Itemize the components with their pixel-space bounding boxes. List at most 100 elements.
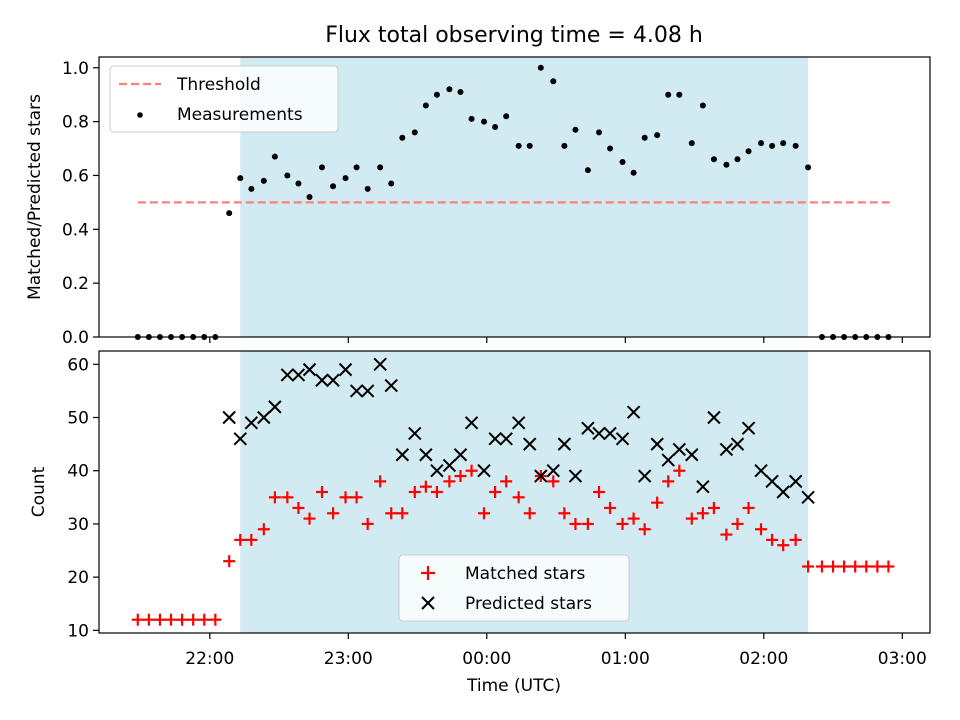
count-legend-box [398, 554, 630, 622]
threshold-legend-label: Threshold [176, 75, 261, 95]
matched-star-point [350, 491, 363, 504]
matched-star-point [581, 517, 594, 530]
matched-star-point [176, 613, 189, 626]
matched-star-point [315, 486, 328, 498]
matched-star-point [827, 560, 840, 573]
predicted-star-point [719, 442, 734, 457]
matched-star-point [815, 560, 828, 573]
predicted-star-point [615, 432, 630, 446]
measurement-point [584, 167, 591, 174]
matched-star-point [478, 507, 491, 520]
measurements-legend-label: Measurements [177, 105, 303, 125]
ratio-axis-ticks: 0.0 0.2 0.4 0.6 0.8 1.0 [62, 59, 903, 348]
predicted-star-point [511, 416, 526, 430]
matched-star-point [720, 528, 733, 541]
measurement-point [550, 78, 557, 85]
measurement-point [330, 183, 337, 190]
measurement-point [422, 102, 429, 109]
matched-star-point [742, 501, 755, 514]
measurement-point [433, 91, 440, 98]
predicted-star-point [315, 373, 329, 387]
matched-star-point [131, 613, 144, 626]
ratio-y-tick-label: 1.0 [62, 59, 89, 79]
measurement-point [306, 194, 313, 200]
predicted-star-point [384, 378, 398, 393]
ratio-y-tick-label: 0.2 [62, 274, 89, 294]
predicted-star-point [395, 448, 410, 462]
matched-star-point [223, 555, 236, 568]
predicted-star-point [408, 426, 422, 441]
x-tick-label: 23:00 [324, 649, 373, 669]
predicted-star-point [302, 362, 317, 377]
matched-legend-swatch [421, 566, 435, 580]
predicted-star-point [650, 437, 664, 451]
matched-star-point [638, 523, 651, 536]
matched-star-point [281, 491, 294, 504]
measurement-point [248, 185, 255, 192]
predicted-star-point [661, 453, 675, 467]
predicted-star-point [338, 362, 353, 377]
measurement-point [734, 156, 741, 163]
matched-star-point [268, 491, 281, 504]
ratio-y-axis-label: Matched/Predicted stars [25, 94, 45, 300]
matched-star-point [777, 539, 790, 552]
count-axis-ticks: 10 20 30 40 50 60 22:00 23:00 00:00 01:00 02:00 03:… [67, 355, 926, 669]
ratio-y-tick-label: 0.0 [62, 328, 89, 348]
matched-star-point [673, 464, 686, 477]
predicted-star-point [637, 469, 652, 483]
matched-star-point [408, 486, 421, 498]
predicted-star-point [707, 410, 721, 425]
measurement-point [595, 129, 602, 136]
matched-star-point [187, 613, 200, 626]
x-tick-label: 00:00 [462, 649, 511, 669]
measurement-point [492, 124, 499, 130]
measurement-point [260, 177, 267, 184]
count-y-tick-label: 30 [67, 515, 89, 535]
matched-star-point [234, 533, 247, 546]
measurement-point [688, 140, 695, 147]
matched-star-point [651, 496, 664, 509]
predicted-star-point [326, 373, 340, 387]
predicted-star-point [568, 469, 583, 483]
predicted-star-point [557, 437, 572, 451]
measurement-point [758, 140, 765, 147]
matched-star-point [662, 475, 675, 488]
predicted-star-point [546, 464, 560, 478]
matched-star-point [731, 517, 744, 530]
chart-title: Flux total observing time = 4.08 h [325, 23, 703, 48]
ratio-legend: Threshold Measurements [109, 65, 339, 133]
matched-star-point [430, 486, 443, 498]
matched-star-point [165, 613, 178, 626]
measurement-point [526, 142, 533, 149]
matched-star-point [327, 507, 340, 520]
matched-star-point [512, 491, 525, 504]
matched-star-point [547, 475, 560, 488]
matched-star-point [443, 475, 456, 488]
predicted-star-point [349, 384, 364, 398]
matched-star-point [361, 517, 374, 530]
predicted-star-point [373, 357, 387, 372]
predicted-star-point [581, 421, 595, 435]
ratio-legend-box [109, 65, 339, 133]
count-y-tick-label: 20 [67, 568, 89, 588]
x-tick-label: 22:00 [185, 649, 234, 669]
measurement-point [769, 142, 776, 149]
ratio-y-tick-label: 0.4 [62, 220, 89, 240]
matched-star-point [707, 501, 720, 514]
predicted-star-point [488, 432, 502, 446]
matched-star-point [523, 507, 536, 520]
matched-star-point [465, 464, 478, 477]
measurement-point [723, 161, 730, 168]
predicted-star-point [222, 410, 236, 425]
measurement-point [342, 175, 349, 182]
measurement-point [457, 89, 464, 95]
count-panel: 10 20 30 40 50 60 22:00 23:00 00:00 01:00 02:00 03:… [29, 350, 931, 696]
matched-star-point [696, 507, 709, 520]
predicted-star-point [360, 384, 375, 398]
matched-star-point [616, 517, 629, 530]
matched-star-point [198, 613, 211, 626]
measurement-point [654, 132, 661, 139]
predicted-star-point [801, 490, 815, 505]
x-tick-label: 03:00 [878, 649, 927, 669]
measurement-point [271, 153, 278, 160]
